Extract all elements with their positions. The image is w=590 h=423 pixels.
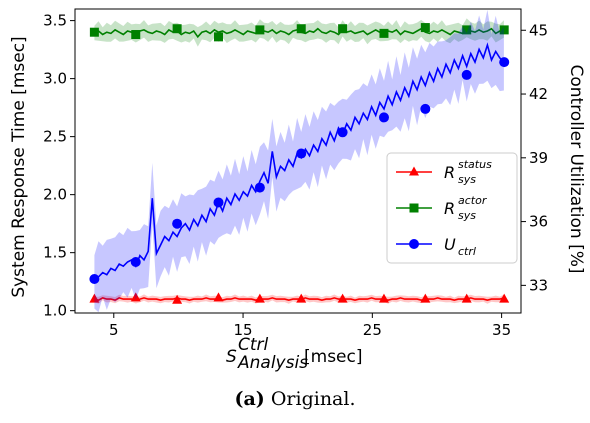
legend-label-sup-0: status: [458, 158, 492, 171]
caption-label: (a): [234, 388, 265, 410]
legend-box: [386, 152, 518, 264]
legend-label-sub-1: sys: [458, 209, 476, 222]
y-right-tick-label-4: 45: [529, 21, 548, 39]
x-axis-label-unit: [msec]: [304, 347, 363, 367]
series-1-point-7: [379, 28, 389, 38]
series-2-point-10: [499, 57, 510, 68]
series-0-point-4: [254, 293, 265, 303]
series-0-point-10: [499, 293, 510, 303]
series-0-point-5: [296, 293, 307, 303]
legend-label-0: R: [444, 163, 455, 182]
series-2-point-5: [296, 148, 307, 159]
series-0-point-0: [89, 293, 100, 303]
series-0-point-8: [420, 293, 431, 303]
series-0-point-6: [337, 293, 348, 303]
series-0-point-1: [130, 292, 141, 302]
series-1-point-0: [89, 27, 99, 37]
series-1-point-8: [420, 23, 430, 33]
series-1-point-1: [131, 30, 141, 40]
y-right-tick-label-3: 42: [529, 85, 548, 103]
legend-label-sub-2: ctrl: [458, 245, 476, 258]
series-2-point-7: [378, 112, 389, 123]
y-left-tick-label-3: 2.5: [43, 128, 67, 146]
series-2-point-2: [172, 218, 183, 229]
y-left-tick-label-4: 3.0: [43, 70, 67, 88]
y-right-tick-label-0: 33: [529, 276, 548, 294]
x-tick-label-3: 35: [492, 321, 511, 339]
series-2-confidence-band: [94, 9, 504, 313]
legend-marker-0: [409, 166, 419, 176]
legend-marker-2: [409, 239, 419, 249]
x-axis-label-sub: Analysis: [237, 353, 308, 373]
series-2-point-8: [420, 103, 431, 114]
legend-label-sub-0: sys: [458, 173, 476, 186]
series-2-point-6: [337, 127, 348, 138]
series-2-point-4: [254, 182, 265, 193]
series-0-point-2: [172, 294, 183, 304]
x-tick-label-1: 15: [234, 321, 253, 339]
legend-label-1: R: [444, 199, 455, 218]
series-2-point-9: [461, 69, 472, 80]
legend-marker-1: [409, 203, 419, 213]
legend-label-sup-1: actor: [458, 194, 488, 207]
series-0-point-7: [378, 293, 389, 303]
figure-caption: (a) Original.: [0, 388, 590, 410]
x-tick-label-0: 5: [109, 321, 119, 339]
x-tick-label-2: 25: [363, 321, 382, 339]
series-1-point-2: [172, 24, 182, 34]
legend-label-2: U: [444, 235, 456, 254]
series-2-point-1: [130, 256, 141, 267]
series-0-point-9: [461, 293, 472, 303]
series-1-point-4: [255, 25, 265, 35]
series-2-point-3: [213, 197, 224, 208]
y-right-tick-label-1: 36: [529, 213, 548, 231]
series-1-point-3: [213, 32, 223, 42]
plot-frame: [74, 8, 522, 314]
series-1-point-6: [338, 24, 348, 34]
y-axis-label-right: Controller Utilization [%]: [566, 64, 586, 273]
y-axis-label-left: System Response Time [msec]: [9, 36, 29, 297]
series-1-point-5: [296, 24, 306, 34]
y-left-tick-label-0: 1.0: [43, 302, 67, 320]
series-2-point-0: [89, 273, 100, 284]
chart: 5 15 25 35 1.0 1.5 2.0 2.5 3.0 3.5 33 36 39 42 45 Syste…: [9, 8, 586, 373]
caption-text: Original.: [270, 388, 356, 410]
series-1-point-9: [462, 25, 472, 35]
y-left-tick-label-5: 3.5: [43, 12, 67, 30]
series-1-point-10: [499, 25, 509, 35]
y-left-tick-label-2: 2.0: [43, 186, 67, 204]
series-0-point-3: [213, 292, 224, 302]
x-axis-label-main: S: [226, 347, 237, 367]
y-right-tick-label-2: 39: [529, 149, 548, 167]
x-axis-label-sup: Ctrl: [238, 335, 269, 355]
y-left-tick-label-1: 1.5: [43, 244, 67, 262]
plot-area: [89, 9, 510, 313]
